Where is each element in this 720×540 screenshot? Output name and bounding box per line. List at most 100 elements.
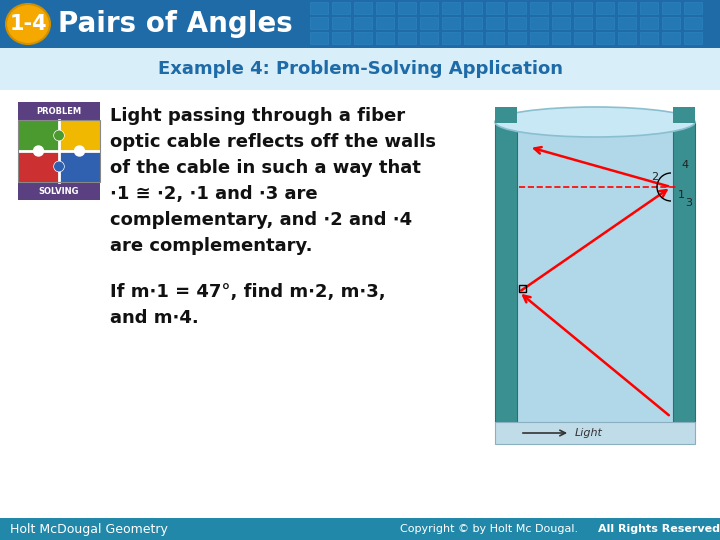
Bar xyxy=(442,17,460,29)
Bar xyxy=(640,17,658,29)
Bar xyxy=(18,151,59,182)
Bar xyxy=(596,2,614,14)
Text: 3: 3 xyxy=(685,198,693,208)
Bar xyxy=(354,2,372,14)
Bar xyxy=(332,32,350,44)
Bar xyxy=(486,17,504,29)
Bar xyxy=(495,422,695,444)
Bar xyxy=(310,17,328,29)
Bar xyxy=(464,17,482,29)
Bar xyxy=(442,2,460,14)
Bar xyxy=(640,32,658,44)
Bar xyxy=(618,17,636,29)
Circle shape xyxy=(54,161,64,172)
Text: ∙1 ≅ ∙2, ∙1 and ∙3 are: ∙1 ≅ ∙2, ∙1 and ∙3 are xyxy=(110,185,318,203)
Bar xyxy=(486,2,504,14)
Bar xyxy=(495,122,517,422)
Text: 1: 1 xyxy=(678,190,685,200)
Bar xyxy=(0,518,720,540)
Bar xyxy=(618,2,636,14)
Text: PROBLEM: PROBLEM xyxy=(37,106,81,116)
Bar xyxy=(684,17,702,29)
Bar xyxy=(596,17,614,29)
Text: 2: 2 xyxy=(652,172,659,182)
Bar xyxy=(18,120,100,182)
Bar xyxy=(398,17,416,29)
Bar xyxy=(662,17,680,29)
Bar xyxy=(673,107,695,123)
Bar xyxy=(684,32,702,44)
Bar xyxy=(662,32,680,44)
Bar xyxy=(552,2,570,14)
Bar xyxy=(420,17,438,29)
Text: Light: Light xyxy=(575,428,603,438)
Bar xyxy=(376,17,394,29)
Text: All Rights Reserved.: All Rights Reserved. xyxy=(598,524,720,534)
Bar xyxy=(574,2,592,14)
Bar xyxy=(552,32,570,44)
Text: optic cable reflects off the walls: optic cable reflects off the walls xyxy=(110,133,436,151)
Bar xyxy=(398,32,416,44)
Circle shape xyxy=(54,131,64,140)
Bar xyxy=(512,122,678,422)
Text: are complementary.: are complementary. xyxy=(110,237,312,255)
Text: Holt McDougal Geometry: Holt McDougal Geometry xyxy=(10,523,168,536)
Bar xyxy=(18,120,59,151)
Bar xyxy=(574,17,592,29)
Text: 4: 4 xyxy=(681,160,688,170)
Text: Example 4: Problem-Solving Application: Example 4: Problem-Solving Application xyxy=(158,60,562,78)
Bar xyxy=(519,285,526,292)
Circle shape xyxy=(54,131,64,140)
Bar xyxy=(508,17,526,29)
Bar xyxy=(508,32,526,44)
Bar xyxy=(684,2,702,14)
Bar xyxy=(495,107,517,123)
Bar xyxy=(618,32,636,44)
Circle shape xyxy=(34,146,43,156)
Bar xyxy=(508,2,526,14)
Text: If m∙1 = 47°, find m∙2, m∙3,: If m∙1 = 47°, find m∙2, m∙3, xyxy=(110,283,386,301)
Bar xyxy=(354,17,372,29)
Bar xyxy=(420,32,438,44)
Bar xyxy=(574,32,592,44)
Bar xyxy=(398,2,416,14)
Bar xyxy=(59,151,100,182)
Bar xyxy=(310,32,328,44)
Bar xyxy=(332,2,350,14)
Bar xyxy=(420,2,438,14)
Bar xyxy=(530,32,548,44)
Bar xyxy=(332,17,350,29)
Text: of the cable in such a way that: of the cable in such a way that xyxy=(110,159,421,177)
Bar xyxy=(464,2,482,14)
Text: complementary, and ∙2 and ∙4: complementary, and ∙2 and ∙4 xyxy=(110,211,412,229)
Text: SOLVING: SOLVING xyxy=(39,186,79,195)
Bar xyxy=(18,182,100,200)
Bar xyxy=(18,102,100,120)
Text: Light passing through a fiber: Light passing through a fiber xyxy=(110,107,405,125)
Ellipse shape xyxy=(495,107,695,137)
Circle shape xyxy=(74,146,84,156)
Bar xyxy=(442,32,460,44)
Bar xyxy=(376,2,394,14)
Ellipse shape xyxy=(6,4,50,44)
Text: Copyright © by Holt Mc Dougal.: Copyright © by Holt Mc Dougal. xyxy=(400,524,582,534)
Text: and m∙4.: and m∙4. xyxy=(110,309,199,327)
Bar xyxy=(596,32,614,44)
Text: Pairs of Angles: Pairs of Angles xyxy=(58,10,293,38)
Circle shape xyxy=(54,161,64,172)
Bar xyxy=(662,2,680,14)
Text: 1-4: 1-4 xyxy=(9,14,47,34)
Bar xyxy=(552,17,570,29)
Bar xyxy=(486,32,504,44)
Bar xyxy=(59,120,100,151)
Bar xyxy=(0,48,720,90)
Bar xyxy=(464,32,482,44)
Bar xyxy=(310,2,328,14)
Bar xyxy=(640,2,658,14)
Bar xyxy=(0,0,720,48)
Bar xyxy=(673,122,695,422)
Bar xyxy=(530,17,548,29)
Bar xyxy=(354,32,372,44)
Bar xyxy=(530,2,548,14)
Bar xyxy=(376,32,394,44)
